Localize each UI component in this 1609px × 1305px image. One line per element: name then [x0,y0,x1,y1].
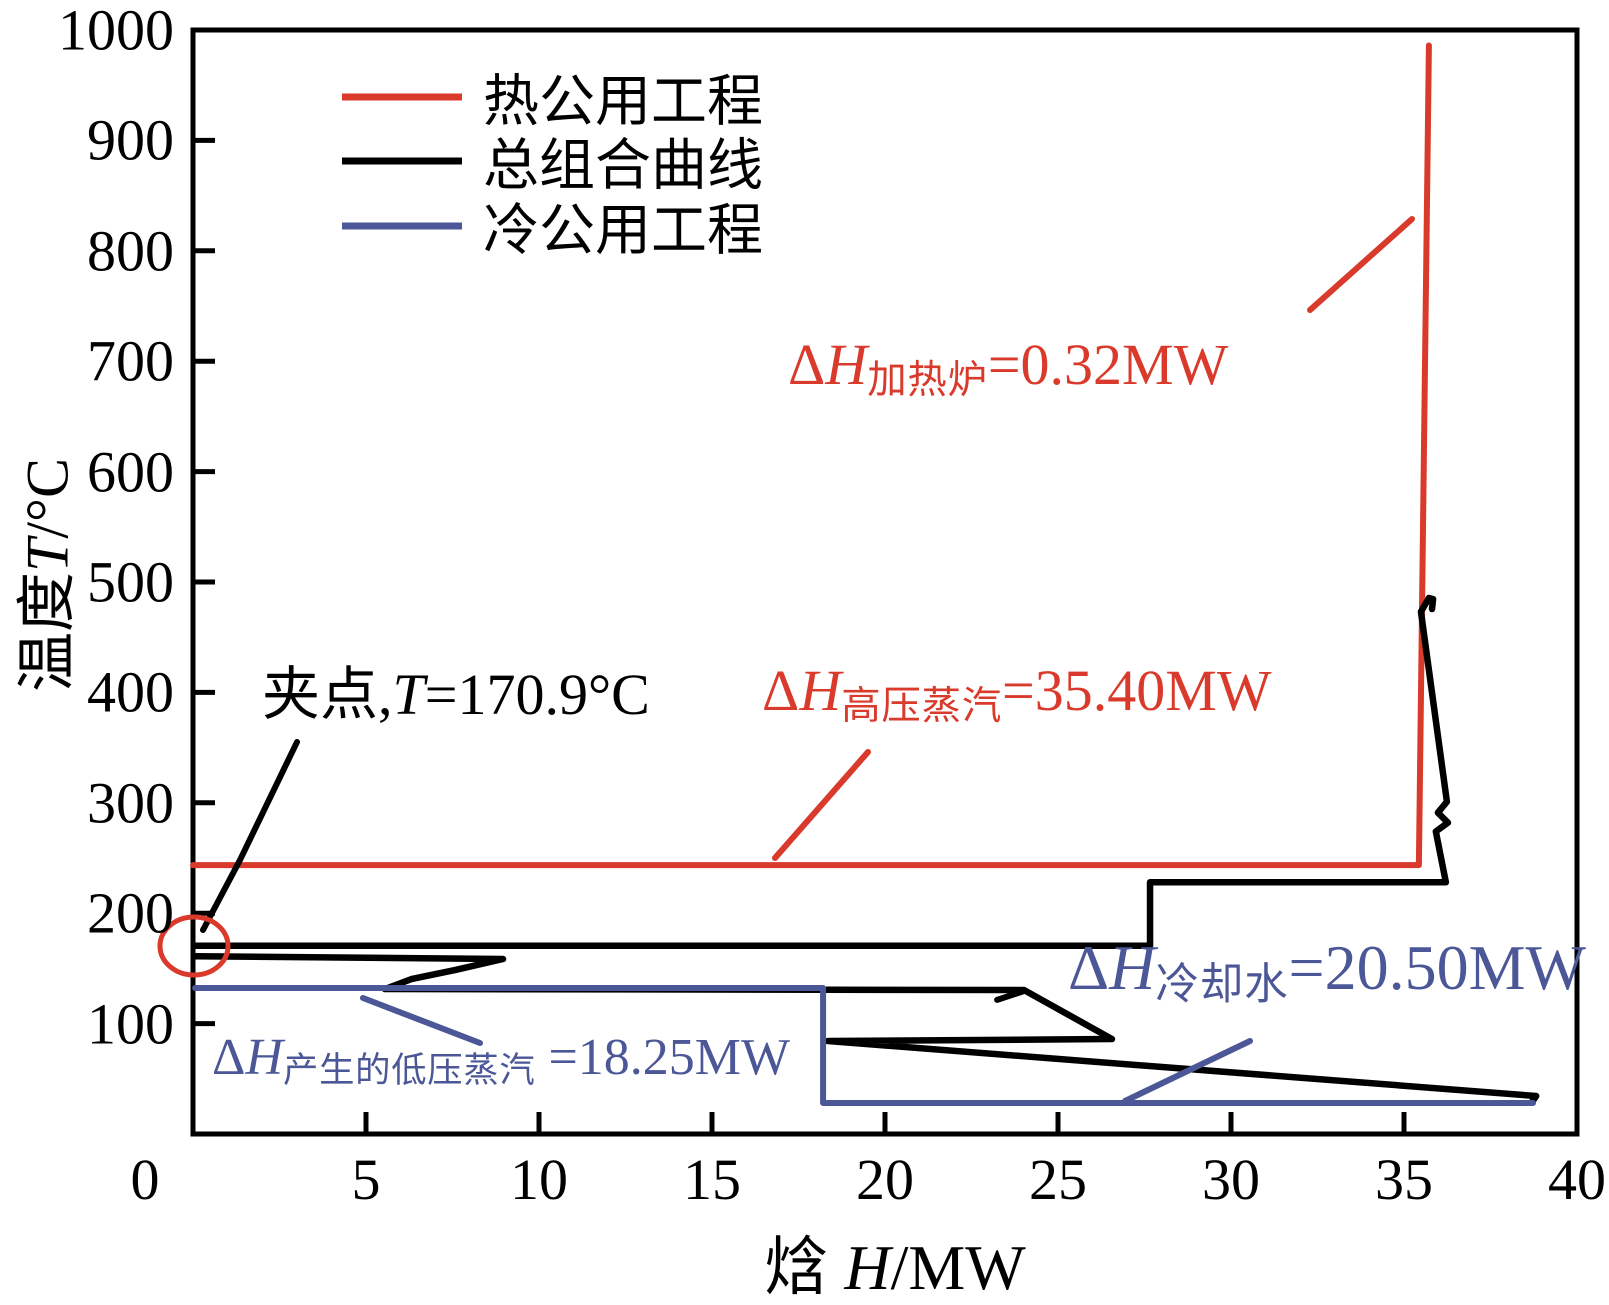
text-run: /°C [14,457,81,539]
series-总组合曲线-夹点以上 [192,594,1452,950]
text-run: =0.32MW [987,332,1229,397]
furnace-duty-label: ΔH加热炉=0.32MW [788,336,1228,401]
y-tick-label: 900 [87,107,174,173]
italic-symbol: T [392,662,425,727]
text-run: =18.25MW [535,1029,791,1086]
text-run: Δ [1068,932,1110,1003]
italic-symbol: H [245,1029,284,1086]
y-axis-title: 温度T/°C [0,458,86,692]
y-tick-label: 1000 [58,0,174,63]
text-run: =35.40MW [1002,658,1272,723]
legend-label: 热公用工程 [483,71,763,134]
text-run: Δ [788,332,826,397]
y-tick-label: 400 [87,659,174,725]
x-tick-label: 30 [1202,1147,1260,1212]
pinch-point-circle [157,914,231,978]
y-tick-label: 500 [87,549,174,615]
series-总组合曲线-折线钩 [994,988,1028,1003]
y-tick-label: 200 [87,880,174,946]
y-tick-label: 300 [87,770,174,836]
subscript-text: 冷却水 [1155,961,1289,1010]
hp-steam-duty-label: ΔH高压蒸汽=35.40MW [762,662,1272,727]
lp-steam-leader-line [360,995,483,1046]
text-run: Δ [762,658,800,723]
italic-symbol: H [799,658,842,723]
hp-steam-leader-line [772,749,871,861]
italic-symbol: H [1109,932,1156,1003]
subscript-text: 高压蒸汽 [841,684,1003,729]
italic-symbol: T [14,538,81,573]
furnace-leader-line [1307,216,1415,313]
italic-symbol: H [844,1232,891,1303]
x-tick-label: 40 [1548,1147,1606,1212]
italic-symbol: H [825,332,868,397]
legend-label: 冷公用工程 [483,200,763,263]
text-run: 焓 [764,1232,845,1303]
pinch-point-label: 夹点,T=170.9°C [262,666,650,724]
legend-label: 总组合曲线 [483,135,763,198]
text-run: /MW [890,1232,1026,1303]
y-tick-label: 700 [87,328,174,394]
text-run: Δ [212,1029,246,1086]
text-run: 温度 [14,572,81,693]
x-tick-label: 15 [683,1147,741,1212]
series-热公用工程 [190,42,1432,869]
x-axis-title: 焓 H/MW [764,1216,1025,1305]
y-tick-label: 800 [87,218,174,284]
text-run: 夹点, [262,662,393,727]
x-tick-label: 20 [856,1147,914,1212]
cooling-water-leader-line [1122,1038,1253,1104]
cooling-water-duty-label: ΔH冷却水=20.50MW [1068,936,1586,1008]
x-tick-label: 0 [130,1147,160,1212]
text-run: =20.50MW [1288,932,1586,1003]
subscript-text: 加热炉 [867,358,988,403]
x-tick-label: 35 [1375,1147,1433,1212]
x-tick-label: 5 [351,1147,381,1212]
subscript-text: 产生的低压蒸汽 [283,1050,536,1091]
y-tick-label: 100 [87,991,174,1057]
series-冷公用工程 [192,985,1537,1106]
y-tick-label: 600 [87,439,174,505]
x-tick-label: 10 [510,1147,568,1212]
lp-steam-duty-label: ΔH产生的低压蒸汽 =18.25MW [212,1029,791,1089]
x-tick-label: 25 [1029,1147,1087,1212]
pinch-leader-line [200,739,300,933]
text-run: =170.9°C [424,662,650,727]
